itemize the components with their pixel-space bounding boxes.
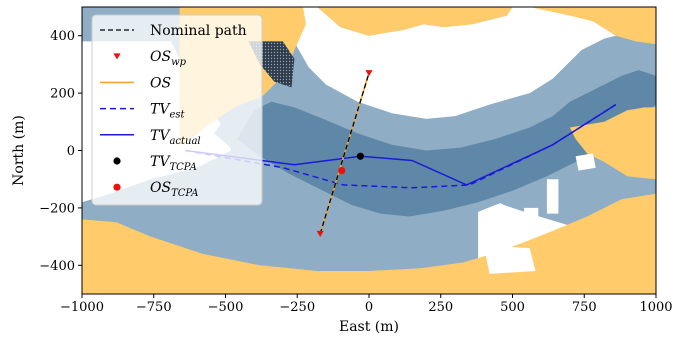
y-tick-label: 200 [50,87,75,102]
deep-water-region [237,70,656,217]
legend-handle-os-wp [113,53,121,60]
x-tick-label: 250 [428,300,453,315]
shallow-water-region [285,7,656,119]
legend-label-os: OS [150,75,171,91]
legend-label-tv-tcpa: TVTCPA [150,154,197,173]
legend-label-os-wp: OSwp [150,49,187,68]
x-tick-label: 500 [500,300,525,315]
legend-label-nominal: Nominal path [150,23,247,39]
y-tick-label: −400 [39,259,75,274]
x-tick-label: 750 [572,300,597,315]
harbor-block [546,179,559,214]
x-tick-label: −750 [136,300,172,315]
y-tick-label: −200 [39,201,75,216]
legend-label-tv-est: TVest [150,102,186,121]
legend: Nominal path OSwp OS TVest TVactual TVTCPA OST… [91,14,263,206]
y-axis: −400 −200 0 200 400 [39,29,82,274]
land-region [569,107,656,180]
land-region [529,7,656,45]
series-layer [185,70,617,237]
os-tcpa-marker [338,166,346,175]
x-axis-label: East (m) [339,319,399,335]
legend-handle-tv-tcpa [113,157,121,165]
os-waypoint-marker [365,70,373,77]
harbor-blocks-layer [483,153,596,274]
legend-label-os-tcpa: OSTCPA [150,180,198,199]
legend-label-tv-actual: TVactual [150,128,201,147]
legend-box [91,14,263,206]
x-tick-label: −1000 [60,300,104,315]
x-axis: −1000 −750 −500 −250 0 250 500 750 1000 [60,294,673,315]
x-tick-label: −500 [208,300,244,315]
land-region [317,7,513,36]
tv-tcpa-marker [356,152,364,160]
harbor-block [575,153,596,171]
x-tick-label: 0 [365,300,373,315]
x-tick-label: −250 [279,300,315,315]
legend-handle-os-tcpa [113,183,121,191]
y-tick-label: 0 [67,144,75,159]
series-nominal-line [319,72,370,234]
harbor-block [524,207,539,226]
y-tick-label: 400 [50,29,75,44]
x-tick-label: 1000 [639,300,672,315]
y-axis-label: North (m) [11,115,27,186]
deep-water-layer [237,70,656,217]
harbor-block [483,245,536,274]
series-tv-actual-line [185,103,617,186]
os-waypoint-marker [316,230,324,237]
